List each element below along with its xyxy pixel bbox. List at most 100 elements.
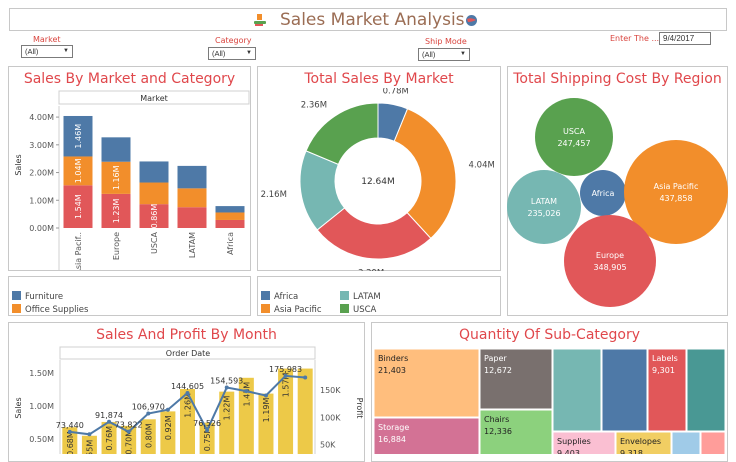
bar-data-label: 1.43M <box>242 382 251 407</box>
total-sales-title: Total Sales By Market <box>304 71 454 87</box>
bar-data-label: 1.04M <box>74 158 83 183</box>
profit-point <box>107 419 112 424</box>
y2-tick-label: 50K <box>320 441 336 450</box>
legend-swatch <box>340 291 349 300</box>
bar-data-label: 1.26M <box>184 393 193 418</box>
treemap-tile-name: Labels <box>652 354 678 363</box>
sales-profit-chart: Order Date Sales Profit 0.50M 1.00M 1.50M 50K 1… <box>14 346 364 454</box>
profit-data-label: 76,526 <box>193 419 221 428</box>
bar-data-label: 1.22M <box>223 396 232 421</box>
globe-icon <box>466 15 477 26</box>
sales-bar <box>81 435 97 454</box>
sales-bar <box>278 368 294 454</box>
ship-mode-filter-select[interactable]: (All) ▼ <box>418 48 470 61</box>
shipping-bubble-chart: USCA 247,457 Africa Asia Pacific 437,858 LATA… <box>507 98 728 307</box>
bar-segment <box>63 185 93 228</box>
profit-data-label: 73,822 <box>115 421 143 430</box>
region-bubble <box>564 215 656 307</box>
x-tick-label: USCA <box>150 231 159 254</box>
bar-data-label: 1.46M <box>74 124 83 149</box>
y2-tick-label: 100K <box>320 413 341 422</box>
date-input[interactable]: 9/4/2017 <box>659 32 711 45</box>
profit-point <box>185 390 190 395</box>
y-tick-label: 4.00M <box>29 113 54 122</box>
sales-profit-title: Sales And Profit By Month <box>96 327 277 343</box>
category-filter-label: Category <box>215 36 252 45</box>
bar-data-label: 1.23M <box>112 198 121 223</box>
quantity-title: Quantity Of Sub-Category <box>459 327 640 343</box>
legend-swatch <box>12 291 21 300</box>
legend-item-asia-pacific[interactable]: Asia Pacific <box>261 304 322 315</box>
x-tick-label: Asia Pacif.. <box>74 232 83 270</box>
bar-data-label: 0.92M <box>164 415 173 440</box>
legend-swatch <box>261 291 270 300</box>
bar-data-label: 1.19M <box>262 398 271 423</box>
profit-point <box>205 428 210 433</box>
y-axis-label: Sales <box>14 154 23 175</box>
treemap-tile <box>479 409 553 454</box>
profit-data-label: 175,983 <box>269 365 302 374</box>
bubble-region-label: USCA <box>563 127 586 136</box>
profit-point <box>224 385 229 390</box>
total-sales-donut: 0.78M 4.04M 3.29M 2.16M 2.36M 12.64M <box>261 88 495 271</box>
x-tick-label: Europe <box>112 232 121 260</box>
bar-segment <box>139 182 169 205</box>
treemap-tile <box>647 348 687 432</box>
profit-data-label: 91,874 <box>95 411 123 420</box>
legend-item-usca[interactable]: USCA <box>340 304 376 315</box>
bubble-value-label: 247,457 <box>557 139 590 148</box>
sales-bar <box>180 388 195 454</box>
x-tick-label: Africa <box>226 232 235 255</box>
legend-item-latam[interactable]: LATAM <box>340 291 381 302</box>
legend-item-office-supplies[interactable]: Office Supplies <box>12 304 88 315</box>
treemap-tile-name: Paper <box>484 354 507 363</box>
bubble-value-label: 348,905 <box>593 263 626 272</box>
bubble-value-label: 437,858 <box>659 194 692 203</box>
sales-bar <box>121 425 137 454</box>
donut-slice-label: 3.29M <box>358 269 384 271</box>
donut-slice-label: 4.04M <box>469 161 495 171</box>
bar-segment <box>63 115 93 157</box>
treemap-tile-name: Envelopes <box>620 437 661 446</box>
treemap-tile <box>552 431 616 454</box>
category-legend: Furniture Office Supplies <box>8 276 251 316</box>
market-header-label: Market <box>140 94 168 103</box>
bar-data-label: 0.68M <box>66 431 75 454</box>
chevron-down-icon: ▼ <box>460 51 466 57</box>
profit-data-label: 144,605 <box>171 382 204 391</box>
y2-axis-label: Profit <box>355 398 364 419</box>
donut-slice-label: 0.78M <box>383 88 409 97</box>
bar-segment <box>139 204 169 228</box>
category-filter-select[interactable]: (All) ▼ <box>208 47 256 60</box>
treemap-tile-value: 12,336 <box>484 427 512 436</box>
sales-bar <box>140 419 156 454</box>
bubble-region-label: Asia Pacific <box>654 182 699 191</box>
market-header <box>58 90 250 105</box>
chevron-down-icon: ▼ <box>246 50 252 56</box>
bar-data-label: 1.54M <box>74 194 83 219</box>
sales-bar <box>258 393 274 454</box>
y-axis-label: Sales <box>14 397 23 418</box>
bar-data-label: 1.57M <box>282 372 291 397</box>
profit-point <box>126 429 131 434</box>
treemap-tile <box>671 431 701 454</box>
total-sales-panel: Total Sales By Market <box>257 66 501 271</box>
bar-data-label: 0.70M <box>125 430 134 454</box>
legend-item-furniture[interactable]: Furniture <box>12 291 63 302</box>
donut-slice <box>393 108 457 240</box>
treemap-tile-value: 9,403 <box>557 449 580 454</box>
bar-data-label: 0.86M <box>150 204 159 229</box>
y-tick-label: 0.50M <box>29 435 54 444</box>
legend-swatch <box>340 304 349 313</box>
bar-segment <box>177 165 207 189</box>
profit-point <box>244 389 249 394</box>
market-filter-select[interactable]: (All) ▼ <box>21 45 73 58</box>
sales-by-market-title: Sales By Market and Category <box>23 71 236 87</box>
money-hand-icon <box>254 14 266 26</box>
treemap-tile-value: 21,403 <box>378 366 406 375</box>
bar-segment <box>177 188 207 208</box>
market-legend: Africa LATAM Asia Pacific USCA <box>257 276 501 316</box>
legend-item-africa[interactable]: Africa <box>261 291 298 302</box>
ship-mode-filter-label: Ship Mode <box>425 37 467 46</box>
region-bubble <box>507 170 581 244</box>
